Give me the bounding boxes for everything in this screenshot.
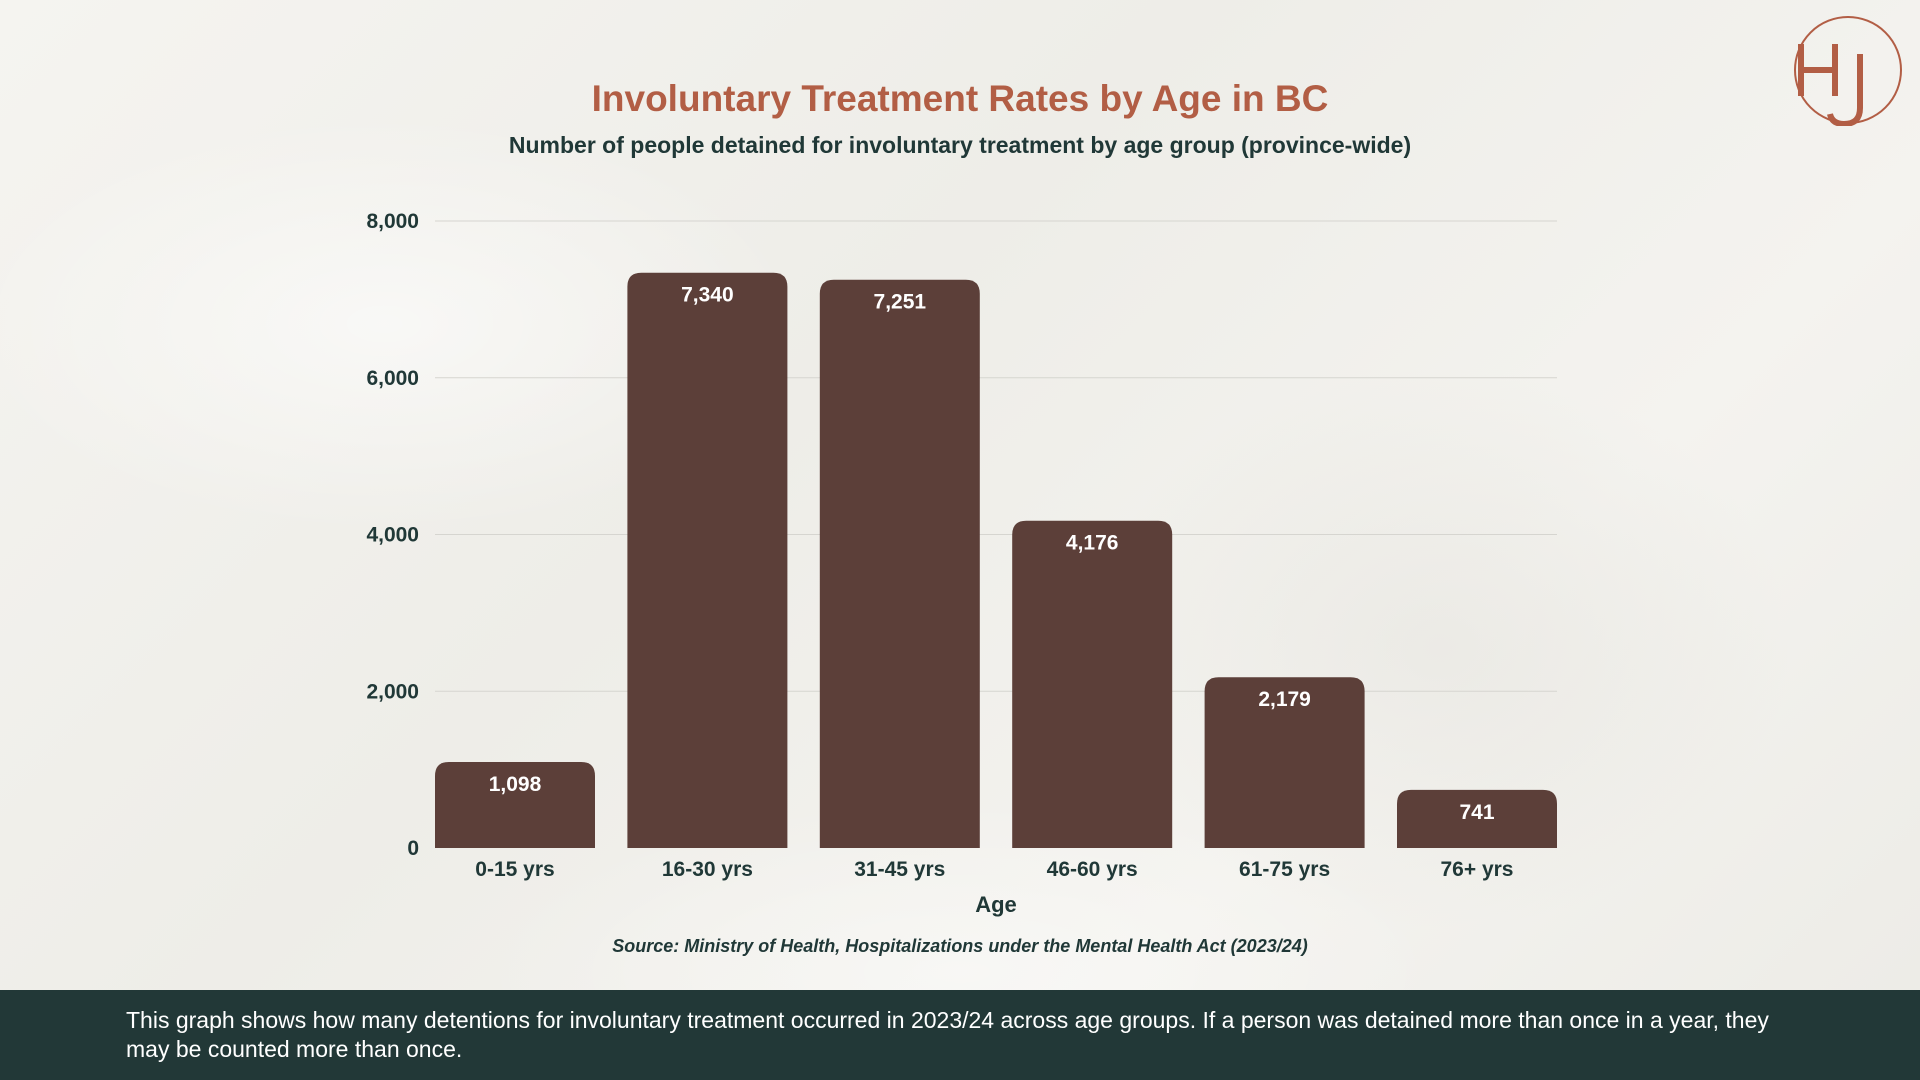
x-tick-label: 0-15 yrs [475,858,554,881]
bar-value-label: 741 [1459,801,1494,824]
bar-value-label: 1,098 [489,773,542,796]
chart-title: Involuntary Treatment Rates by Age in BC [591,78,1329,119]
bar [435,761,595,848]
bar [1012,520,1173,848]
y-tick-label: 0 [407,837,419,860]
x-tick-label: 61-75 yrs [1239,858,1330,881]
x-tick-label: 76+ yrs [1441,858,1514,881]
bar-value-label: 7,251 [874,291,927,314]
source-note: Source: Ministry of Health, Hospitalizat… [612,936,1308,956]
footer-bar: This graph shows how many detentions for… [0,990,1920,1080]
y-tick-label: 2,000 [366,680,419,703]
bar [1397,789,1557,848]
footer-note: This graph shows how many detentions for… [126,1007,1769,1062]
bar [627,272,788,848]
hj-logo [1794,16,1902,126]
bar-value-label: 4,176 [1066,532,1119,555]
y-tick-label: 8,000 [366,210,419,233]
x-tick-label: 46-60 yrs [1047,858,1138,881]
chart-subtitle: Number of people detained for involuntar… [508,132,1412,158]
bar-chart: 0 2,000 4,000 6,000 8,000 1,098 0-15 yrs 7,340 1… [366,210,1557,917]
x-tick-label: 16-30 yrs [662,858,753,881]
bar-value-label: 7,340 [681,284,734,307]
y-tick-label: 6,000 [366,367,419,390]
bar [1204,677,1365,848]
bar-value-label: 2,179 [1258,688,1311,711]
y-tick-label: 4,000 [366,524,419,547]
x-axis-title: Age [975,892,1017,917]
x-tick-label: 31-45 yrs [854,858,945,881]
bar [819,279,980,848]
